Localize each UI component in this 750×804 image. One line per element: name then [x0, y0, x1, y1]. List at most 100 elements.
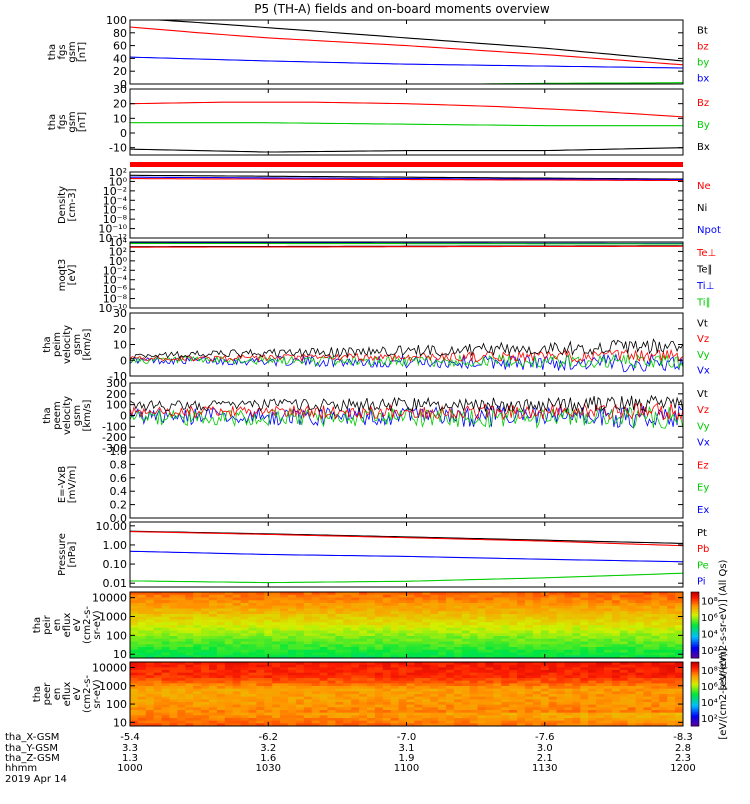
- spectrogram-cell: [272, 647, 281, 651]
- spectrogram-cell: [501, 691, 510, 695]
- spectrogram-cell: [548, 715, 558, 719]
- spectrogram-cell: [303, 699, 313, 703]
- spectrogram-cell: [303, 710, 313, 714]
- spectrogram-cell: [525, 704, 534, 708]
- spectrogram-cell: [469, 641, 479, 645]
- spectrogram-cell: [264, 670, 273, 674]
- spectrogram-cell: [390, 616, 400, 621]
- spectrogram-cell: [604, 641, 613, 645]
- spectrogram-cell: [153, 608, 163, 612]
- spectrogram-cell: [619, 694, 629, 698]
- spectrogram-cell: [580, 622, 589, 626]
- spectrogram-cell: [604, 652, 613, 656]
- spectrogram-cell: [382, 649, 392, 654]
- spectrogram-cell: [564, 592, 573, 596]
- spectrogram-cell: [224, 641, 234, 645]
- spectrogram-cell: [209, 696, 218, 700]
- spectrogram-cell: [438, 603, 447, 607]
- spectrogram-cell: [501, 636, 510, 640]
- spectrogram-cell: [461, 652, 471, 656]
- spectrogram-cell: [288, 633, 297, 637]
- spectrogram-cell: [556, 633, 566, 637]
- spectrogram-cell: [303, 616, 313, 621]
- spectrogram-cell: [446, 678, 455, 682]
- spectrogram-cell: [604, 678, 613, 682]
- spectrogram-cell: [627, 720, 637, 724]
- spectrogram-cell: [493, 718, 502, 722]
- spectrogram-cell: [288, 647, 297, 651]
- spectrogram-cell: [335, 616, 344, 621]
- spectrogram-cell: [659, 688, 668, 692]
- spectrogram-cell: [240, 597, 250, 601]
- spectrogram-cell: [509, 662, 518, 666]
- y-tick-label: 0.4: [110, 485, 128, 498]
- series-line-Vz: [130, 402, 683, 421]
- y-axis-label: peir: [42, 614, 53, 634]
- spectrogram-cell: [501, 675, 510, 679]
- spectrogram-cell: [627, 655, 637, 658]
- spectrogram-cell: [280, 619, 289, 623]
- spectrogram-cell: [430, 605, 439, 610]
- spectrogram-cell: [169, 694, 178, 698]
- spectrogram-cell: [596, 720, 605, 724]
- spectrogram-cell: [548, 670, 558, 674]
- spectrogram-cell: [611, 619, 621, 623]
- spectrogram-cell: [240, 664, 250, 668]
- spectrogram-cell: [564, 686, 573, 690]
- spectrogram-cell: [572, 652, 581, 656]
- spectrogram-cell: [256, 627, 265, 632]
- colorbar-segment: [691, 631, 699, 634]
- spectrogram-cell: [374, 723, 384, 726]
- spectrogram-cell: [390, 702, 400, 706]
- spectrogram-cell: [256, 614, 265, 618]
- spectrogram-cell: [635, 662, 645, 666]
- spectrogram-cell: [256, 667, 265, 671]
- spectrogram-cell: [272, 710, 281, 714]
- spectrogram-cell: [461, 625, 471, 629]
- spectrogram-cell: [485, 672, 494, 676]
- spectrogram-cell: [540, 641, 550, 645]
- spectrogram-cell: [548, 633, 558, 637]
- spectrogram-cell: [525, 611, 534, 615]
- spectrogram-cell: [572, 720, 581, 724]
- spectrogram-cell: [580, 655, 589, 658]
- spectrogram-cell: [556, 675, 566, 679]
- colorbar-segment: [691, 697, 699, 700]
- spectrogram-cell: [564, 611, 573, 615]
- spectrogram-cell: [596, 603, 605, 607]
- spectrogram-cell: [303, 718, 313, 722]
- spectrogram-cell: [501, 723, 510, 726]
- colorbar-segment: [691, 603, 699, 606]
- spectrogram-cell: [659, 667, 668, 671]
- spectrogram-cell: [130, 715, 139, 719]
- spectrogram-cell: [446, 723, 455, 726]
- spectrogram-cell: [216, 670, 226, 674]
- spectrogram-cell: [145, 633, 155, 637]
- x-tick-label: -5.4: [120, 732, 140, 743]
- spectrogram-cell: [461, 655, 471, 658]
- colorbar-segment: [691, 654, 699, 657]
- spectrogram-cell: [161, 710, 171, 714]
- spectrogram-cell: [327, 608, 336, 612]
- spectrogram-cell: [272, 694, 281, 698]
- spectrogram-cell: [588, 707, 597, 711]
- spectrogram-cell: [319, 611, 329, 615]
- colorbar-segment: [691, 681, 699, 684]
- spectrogram-cell: [604, 638, 613, 643]
- spectrogram-cell: [177, 696, 186, 700]
- spectrogram-cell: [438, 647, 447, 651]
- spectrogram-cell: [153, 600, 163, 604]
- spectrogram-cell: [193, 680, 202, 684]
- spectrogram-cell: [185, 638, 194, 643]
- spectrogram-cell: [177, 680, 186, 684]
- spectrogram-cell: [540, 702, 550, 706]
- spectrogram-cell: [351, 647, 360, 651]
- spectrogram-cell: [224, 611, 234, 615]
- colorbar-segment: [691, 636, 699, 639]
- spectrogram-cell: [272, 718, 281, 722]
- spectrogram-cell: [169, 644, 178, 648]
- spectrogram-cell: [596, 594, 605, 599]
- legend-item: Vt: [697, 318, 708, 329]
- spectrogram-cell: [485, 605, 494, 610]
